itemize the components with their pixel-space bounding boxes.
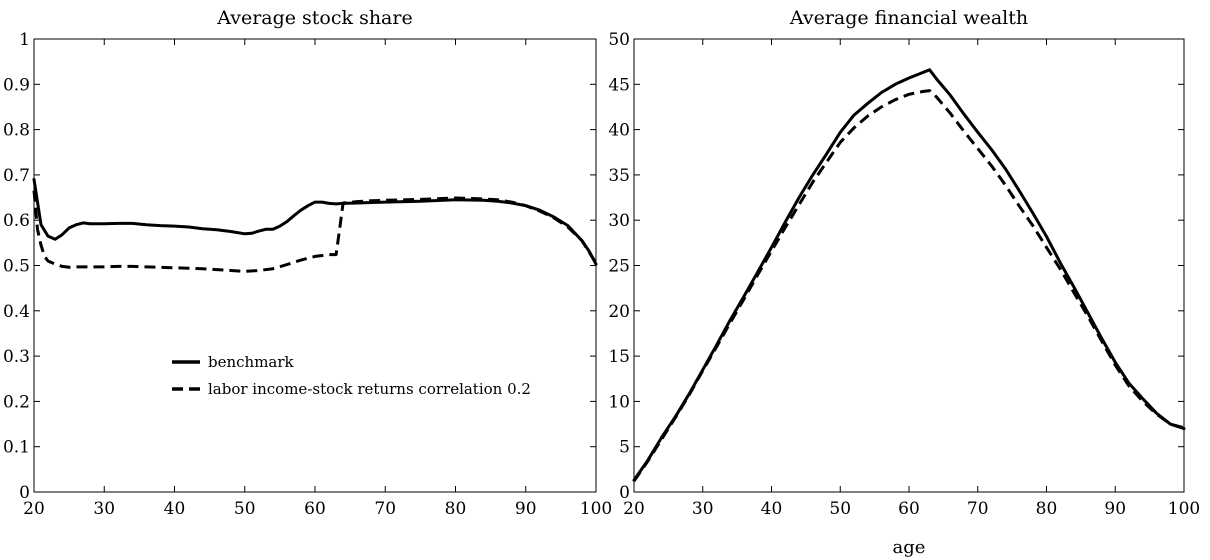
y-tick-label: 10 [608, 392, 630, 412]
y-tick-label: 15 [608, 347, 630, 367]
y-tick-label: 35 [608, 166, 630, 186]
x-tick-label: 60 [304, 499, 326, 519]
y-tick-label: 0.8 [3, 121, 30, 141]
y-tick-label: 30 [608, 211, 630, 231]
x-tick-label: 50 [829, 499, 851, 519]
x-tick-label: 70 [374, 499, 396, 519]
x-tick-label: 20 [623, 499, 645, 519]
y-tick-label: 0.7 [3, 166, 30, 186]
y-tick-label: 0.6 [3, 211, 30, 231]
y-tick-label: 0.5 [3, 257, 30, 277]
dashed-series-line [632, 89, 1185, 482]
x-tick-label: 30 [93, 499, 115, 519]
chart-title: Average financial wealth [789, 7, 1028, 29]
x-tick-label: 70 [967, 499, 989, 519]
x-tick-label: 40 [761, 499, 783, 519]
y-tick-label: 0.9 [3, 75, 30, 95]
legend-entry: benchmark [208, 353, 295, 371]
x-tick-label: 60 [898, 499, 920, 519]
chart-title: Average stock share [216, 7, 412, 29]
solid-series-line [632, 68, 1186, 482]
y-tick-label: 0.4 [3, 302, 30, 322]
x-tick-label: 30 [692, 499, 714, 519]
x-tick-label: 90 [1104, 499, 1126, 519]
y-tick-label: 50 [608, 30, 630, 50]
y-tick-label: 20 [608, 302, 630, 322]
y-tick-label: 0.2 [3, 392, 30, 412]
y-tick-label: 1 [19, 30, 30, 50]
y-tick-label: 5 [619, 438, 630, 458]
legend-entry: labor income-stock returns correlation 0… [208, 380, 531, 398]
x-tick-label: 20 [23, 499, 45, 519]
x-tick-label: 100 [1168, 499, 1200, 519]
solid-series-line [32, 177, 598, 266]
y-tick-label: 25 [608, 257, 630, 277]
x-tick-label: 80 [445, 499, 467, 519]
y-tick-label: 40 [608, 121, 630, 141]
x-tick-label: 90 [515, 499, 537, 519]
x-tick-label: 50 [234, 499, 256, 519]
legend: benchmark labor income-stock returns corr… [172, 353, 531, 398]
stock-share-chart: Average stock share 20 30 40 50 60 70 80 90 100 0 0… [3, 7, 612, 519]
y-tick-label: 0.1 [3, 438, 30, 458]
x-axis-label: age [893, 537, 926, 558]
y-tick-label: 45 [608, 75, 630, 95]
plot-frame [633, 38, 1185, 493]
y-tick-label: 0.3 [3, 347, 30, 367]
y-tick-label: 0 [19, 483, 30, 503]
x-tick-label: 80 [1036, 499, 1058, 519]
dashed-series-line [32, 190, 598, 273]
x-tick-label: 40 [164, 499, 186, 519]
y-tick-label: 0 [619, 483, 630, 503]
x-tick-label: 100 [580, 499, 612, 519]
